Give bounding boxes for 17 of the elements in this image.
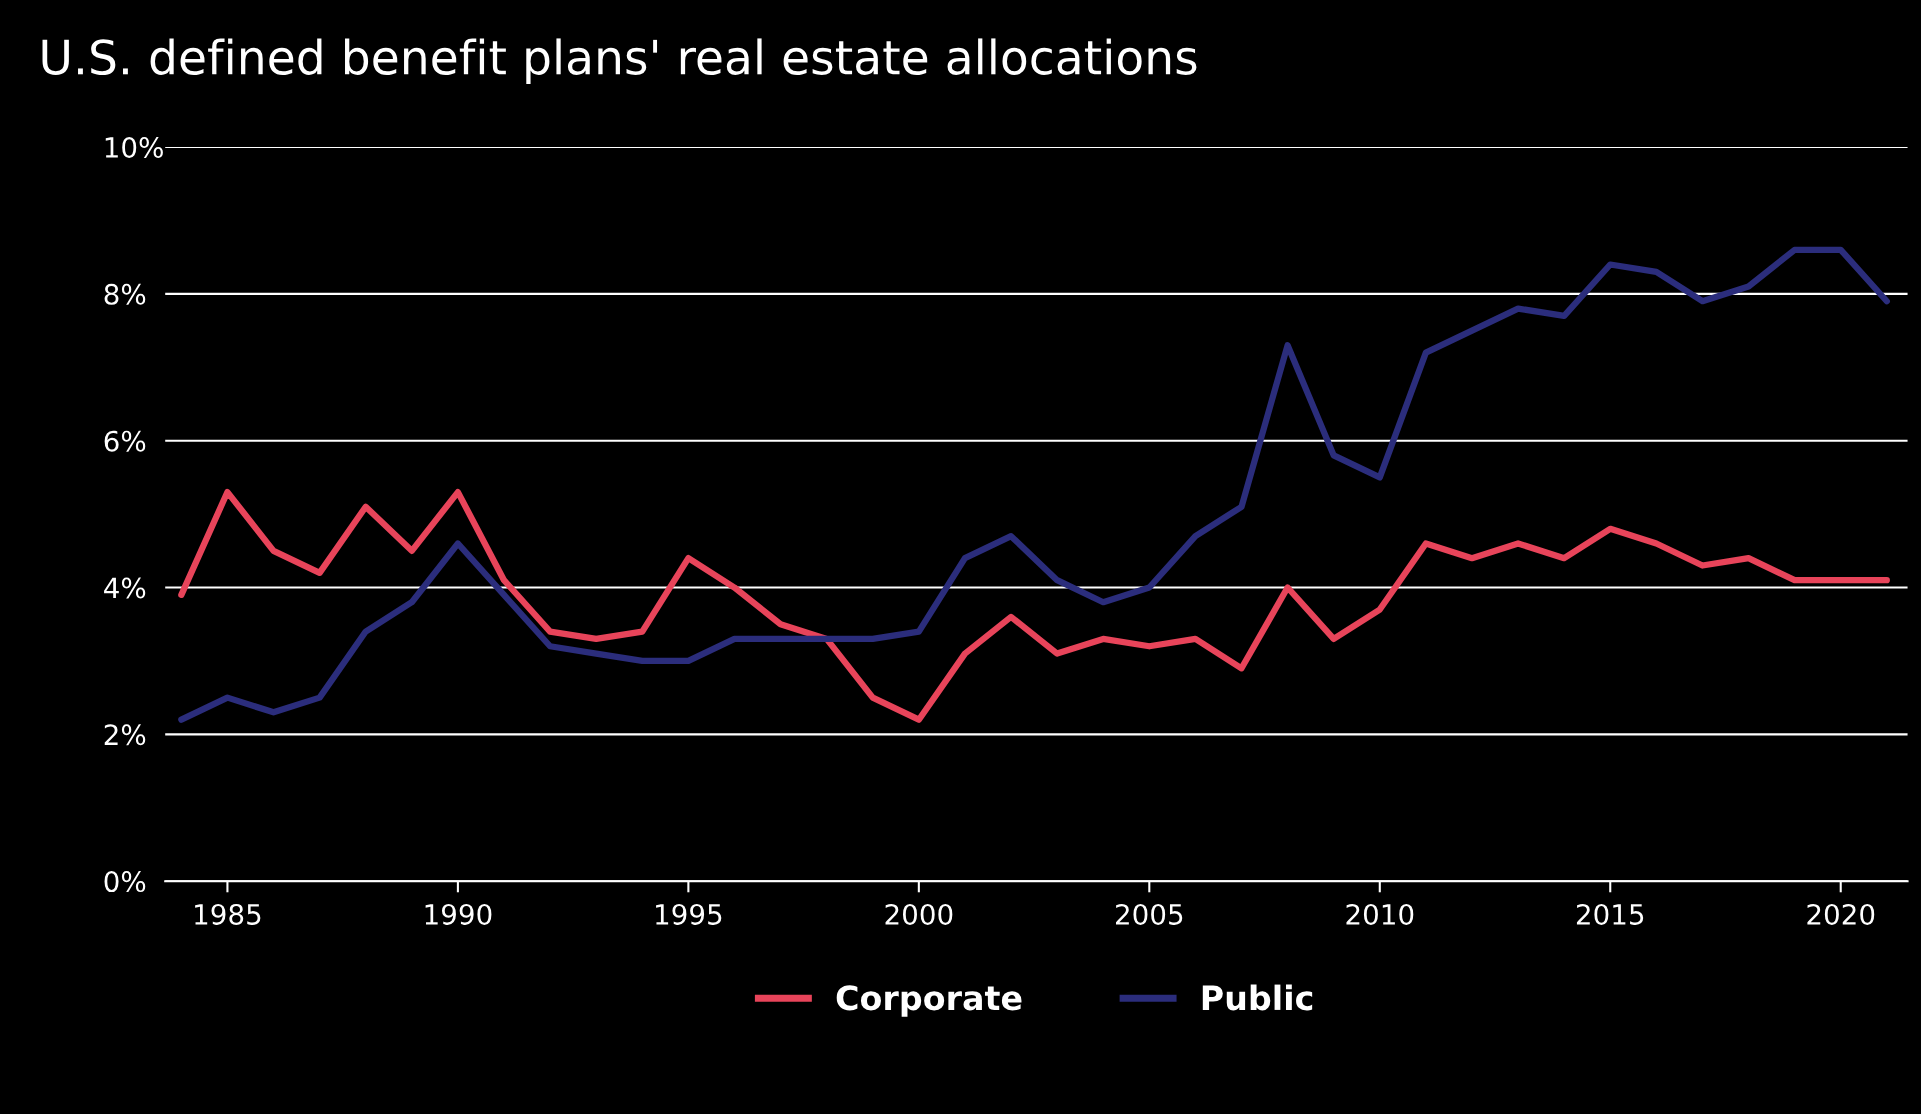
x-tick-label: 1995 (656, 903, 722, 925)
legend-label: Public (1202, 984, 1313, 1011)
chart-title: U.S. defined benefit plans' real estate allocations (42, 38, 1197, 85)
x-tick-label: 2015 (1576, 903, 1644, 925)
y-tick-label: 2% (104, 724, 146, 746)
y-tick-label: 4% (104, 577, 146, 599)
y-tick-label: 10% (105, 136, 163, 158)
x-tick-label: 1985 (195, 903, 261, 925)
legend-label: Corporate (836, 985, 1022, 1017)
x-tick-label: 1990 (425, 903, 492, 925)
x-tick-label: 2005 (1116, 903, 1183, 925)
x-tick-label: 2020 (1807, 903, 1875, 925)
y-tick-label: 8% (104, 283, 146, 305)
y-tick-label: 0% (104, 871, 146, 893)
y-tick-label: 6% (104, 430, 146, 452)
x-tick-label: 2010 (1346, 903, 1414, 925)
x-tick-label: 2000 (885, 903, 953, 925)
